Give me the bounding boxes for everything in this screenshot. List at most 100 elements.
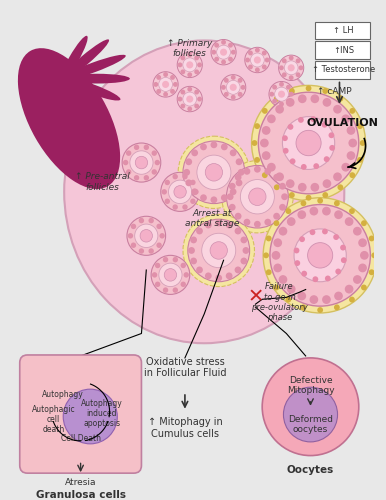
Ellipse shape — [18, 48, 120, 189]
Text: ↑ Testosterone: ↑ Testosterone — [312, 66, 375, 74]
Circle shape — [310, 230, 315, 235]
Text: Granulosa cells: Granulosa cells — [36, 490, 125, 500]
Circle shape — [235, 213, 242, 220]
Circle shape — [134, 144, 139, 150]
Circle shape — [334, 292, 343, 300]
Circle shape — [254, 221, 261, 228]
Circle shape — [181, 282, 186, 287]
Circle shape — [174, 186, 186, 198]
Circle shape — [221, 74, 246, 100]
Circle shape — [214, 56, 219, 62]
Circle shape — [211, 40, 236, 65]
Circle shape — [123, 160, 128, 166]
Circle shape — [127, 216, 166, 256]
Circle shape — [357, 157, 363, 163]
Circle shape — [122, 143, 161, 182]
Circle shape — [227, 194, 234, 200]
Circle shape — [185, 158, 192, 165]
Circle shape — [255, 68, 260, 72]
Circle shape — [248, 64, 253, 70]
Text: Arrest at
antral stage: Arrest at antral stage — [185, 208, 239, 228]
Text: OVULATION: OVULATION — [306, 118, 378, 128]
Text: ↑ Mitophagy in
Cumulus cells: ↑ Mitophagy in Cumulus cells — [147, 418, 222, 439]
Circle shape — [275, 172, 284, 181]
Circle shape — [140, 230, 152, 242]
Circle shape — [333, 234, 339, 240]
Circle shape — [130, 151, 153, 174]
Circle shape — [286, 84, 291, 89]
Circle shape — [215, 220, 222, 226]
Circle shape — [240, 180, 274, 214]
Circle shape — [126, 150, 131, 156]
Circle shape — [266, 270, 272, 275]
Circle shape — [298, 117, 304, 123]
Circle shape — [283, 387, 337, 442]
Circle shape — [313, 276, 318, 282]
Circle shape — [197, 62, 202, 68]
Ellipse shape — [67, 80, 104, 113]
Circle shape — [231, 95, 235, 100]
Circle shape — [353, 227, 362, 235]
Circle shape — [190, 258, 197, 264]
Circle shape — [283, 116, 335, 170]
Circle shape — [153, 82, 158, 87]
Text: ↑ LH: ↑ LH — [333, 26, 354, 35]
Circle shape — [221, 85, 226, 90]
Circle shape — [267, 163, 276, 172]
Circle shape — [214, 42, 219, 48]
Circle shape — [231, 50, 236, 54]
Circle shape — [194, 56, 199, 60]
Circle shape — [126, 169, 131, 174]
Ellipse shape — [64, 40, 344, 343]
Circle shape — [152, 272, 157, 278]
Circle shape — [296, 130, 321, 156]
Circle shape — [287, 217, 296, 226]
Ellipse shape — [65, 83, 80, 108]
Circle shape — [298, 292, 306, 300]
Circle shape — [254, 123, 260, 129]
Circle shape — [286, 296, 291, 302]
Circle shape — [298, 66, 303, 70]
Circle shape — [244, 218, 251, 226]
Circle shape — [262, 50, 267, 56]
Circle shape — [242, 247, 249, 254]
Circle shape — [163, 288, 168, 293]
Circle shape — [274, 184, 280, 190]
Circle shape — [294, 229, 346, 282]
Circle shape — [279, 204, 286, 210]
Circle shape — [205, 164, 223, 181]
Circle shape — [182, 204, 188, 210]
Text: ↑INS: ↑INS — [333, 46, 354, 54]
Circle shape — [287, 284, 296, 294]
Circle shape — [229, 183, 235, 190]
Circle shape — [289, 56, 294, 60]
Circle shape — [282, 135, 288, 141]
Circle shape — [230, 188, 237, 195]
Circle shape — [187, 106, 192, 112]
Circle shape — [254, 166, 261, 172]
Circle shape — [349, 108, 355, 114]
Circle shape — [296, 58, 301, 63]
Circle shape — [190, 198, 196, 204]
Circle shape — [286, 98, 295, 107]
Circle shape — [301, 164, 306, 170]
Circle shape — [281, 194, 288, 200]
Ellipse shape — [66, 78, 120, 100]
Circle shape — [258, 92, 359, 194]
Circle shape — [341, 163, 350, 172]
Circle shape — [245, 58, 250, 62]
Circle shape — [235, 228, 241, 234]
Circle shape — [274, 96, 280, 102]
Circle shape — [252, 140, 257, 146]
Circle shape — [349, 296, 355, 302]
Circle shape — [235, 158, 242, 165]
Circle shape — [180, 90, 185, 94]
Circle shape — [360, 140, 366, 146]
Circle shape — [262, 151, 271, 160]
Circle shape — [248, 50, 253, 56]
Circle shape — [187, 72, 192, 77]
Circle shape — [222, 160, 293, 233]
Circle shape — [298, 94, 306, 103]
Circle shape — [284, 61, 298, 75]
Circle shape — [262, 126, 271, 135]
